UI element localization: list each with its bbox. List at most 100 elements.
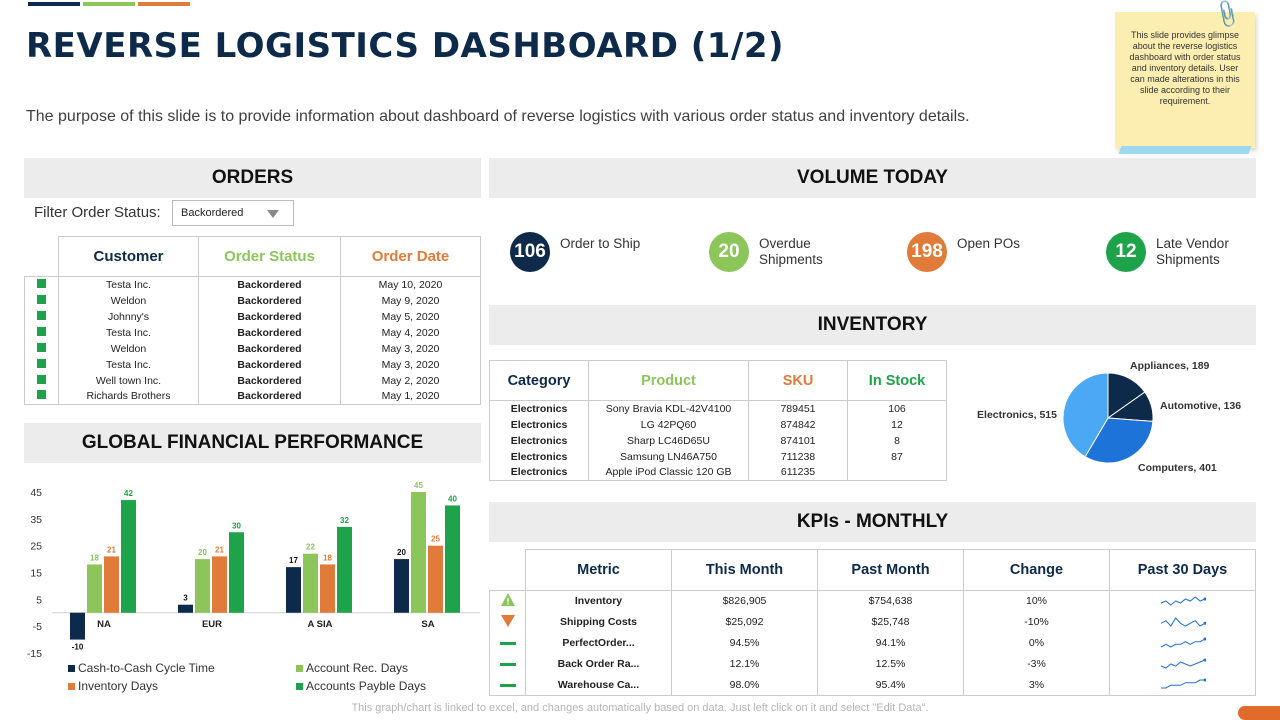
kpi-this-month: $826,905 bbox=[671, 590, 818, 612]
table-row[interactable]: PerfectOrder... 94.5% 94.1% 0% bbox=[489, 632, 1256, 654]
kpi-sparkline-cell bbox=[1109, 632, 1256, 654]
order-customer: Testa Inc. bbox=[58, 324, 199, 341]
bar-data-label: 25 bbox=[431, 535, 440, 544]
bar-account-rec-days-na bbox=[87, 564, 102, 613]
bar-data-label: 21 bbox=[107, 545, 116, 554]
inventory-product: LG 42PQ60 bbox=[588, 416, 749, 433]
table-row[interactable]: Electronics Sharp LC46D65U 874101 8 bbox=[489, 432, 947, 449]
bar-cash-to-cash-cycle-time-eur bbox=[178, 604, 193, 613]
legend-swatch bbox=[296, 683, 303, 691]
legend-swatch bbox=[296, 665, 303, 673]
legend-item: Accounts Payble Days bbox=[296, 679, 426, 693]
kpi-metric: Shipping Costs bbox=[525, 611, 672, 633]
legend-label: Accounts Payble Days bbox=[306, 679, 427, 693]
page-subtitle: The purpose of this slide is to provide … bbox=[26, 108, 970, 125]
order-date: May 9, 2020 bbox=[340, 292, 481, 309]
x-category-label: NA bbox=[97, 619, 111, 630]
order-customer: Well town Inc. bbox=[58, 372, 199, 389]
kpi-status bbox=[489, 674, 526, 696]
inventory-col-category: Category bbox=[489, 360, 589, 401]
table-row[interactable]: Back Order Ra... 12.1% 12.5% -3% bbox=[489, 653, 1256, 675]
table-row[interactable]: Warehouse Ca... 98.0% 95.4% 3% bbox=[489, 674, 1256, 696]
order-status: Backordered bbox=[198, 308, 341, 325]
status-square-icon bbox=[24, 372, 59, 389]
sparkline-end-dot bbox=[1203, 637, 1206, 640]
order-customer: Richards Brothers bbox=[58, 388, 199, 405]
status-square-icon bbox=[24, 324, 59, 341]
footer-accent bbox=[1238, 706, 1280, 720]
table-row[interactable]: Electronics Sony Bravia KDL-42V4100 7894… bbox=[489, 400, 947, 417]
legend-swatch bbox=[68, 665, 75, 673]
volume-value-badge: 106 bbox=[510, 232, 550, 272]
x-category-label: EUR bbox=[202, 619, 222, 630]
volume-value-badge: 12 bbox=[1106, 232, 1146, 272]
kpi-change: 3% bbox=[963, 674, 1110, 696]
bar-accounts-payble-days-eur bbox=[229, 532, 244, 613]
legend-label: Cash-to-Cash Cycle Time bbox=[78, 661, 215, 675]
bar-data-label: 22 bbox=[306, 543, 315, 552]
y-tick-label: 5 bbox=[36, 594, 42, 606]
volume-value-badge: 198 bbox=[907, 232, 947, 272]
y-tick-label: 35 bbox=[30, 514, 42, 526]
bar-accounts-payble-days-na bbox=[121, 500, 136, 613]
order-status-select[interactable]: Backordered bbox=[172, 200, 294, 226]
status-square-icon bbox=[24, 340, 59, 357]
pie-slice-electronics bbox=[1062, 372, 1109, 458]
table-row[interactable]: Testa Inc. Backordered May 3, 2020 bbox=[24, 356, 481, 373]
inventory-product: Sharp LC46D65U bbox=[588, 432, 749, 449]
inventory-in-stock: 12 bbox=[847, 416, 947, 433]
sparkline-end-dot bbox=[1203, 597, 1206, 601]
volume-label: Overdue Shipments bbox=[759, 236, 823, 267]
legend-label: Inventory Days bbox=[78, 679, 159, 693]
bar-data-label: -10 bbox=[72, 643, 84, 652]
status-square-icon bbox=[24, 276, 59, 293]
inventory-sku: 611235 bbox=[748, 464, 848, 481]
inventory-sku: 874101 bbox=[748, 432, 848, 449]
accent-bar-orange bbox=[138, 2, 190, 6]
x-category-label: A SIA bbox=[308, 619, 333, 630]
kpi-this-month: 12.1% bbox=[671, 653, 818, 675]
inventory-col-in-stock: In Stock bbox=[847, 360, 947, 401]
inventory-category: Electronics bbox=[489, 432, 589, 449]
table-row[interactable]: Shipping Costs $25,092 $25,748 -10% bbox=[489, 611, 1256, 633]
order-customer: Weldon bbox=[58, 340, 199, 357]
accent-bar-navy bbox=[28, 2, 80, 6]
kpi-this-month: 94.5% bbox=[671, 632, 818, 654]
table-row[interactable]: Richards Brothers Backordered May 1, 202… bbox=[24, 388, 481, 405]
table-row[interactable]: Electronics Samsung LN46A750 711238 87 bbox=[489, 448, 947, 465]
table-row[interactable]: Testa Inc. Backordered May 10, 2020 bbox=[24, 276, 481, 293]
bar-data-label: 30 bbox=[232, 521, 241, 530]
kpi-change: 0% bbox=[963, 632, 1110, 654]
order-date: May 4, 2020 bbox=[340, 324, 481, 341]
bar-accounts-payble-days-asia bbox=[337, 526, 352, 613]
bar-data-label: 20 bbox=[198, 548, 207, 557]
table-row[interactable]: Weldon Backordered May 9, 2020 bbox=[24, 292, 481, 309]
table-row[interactable]: Electronics Apple iPod Classic 120 GB 61… bbox=[489, 464, 947, 481]
kpi-change: 10% bbox=[963, 590, 1110, 612]
inventory-category: Electronics bbox=[489, 448, 589, 465]
bar-cash-to-cash-cycle-time-asia bbox=[286, 567, 301, 613]
table-row[interactable]: Weldon Backordered May 3, 2020 bbox=[24, 340, 481, 357]
order-date: May 3, 2020 bbox=[340, 356, 481, 373]
inventory-col-sku: SKU bbox=[748, 360, 848, 401]
table-row[interactable]: Testa Inc. Backordered May 4, 2020 bbox=[24, 324, 481, 341]
kpi-sparkline bbox=[1160, 658, 1206, 669]
bar-data-label: 40 bbox=[448, 494, 457, 503]
table-row[interactable]: Electronics LG 42PQ60 874842 12 bbox=[489, 416, 947, 433]
orders-heading: ORDERS bbox=[24, 158, 481, 198]
bar-inventory-days-sa bbox=[428, 545, 443, 613]
bar-cash-to-cash-cycle-time-na bbox=[70, 612, 85, 640]
order-customer: Weldon bbox=[58, 292, 199, 309]
pie-data-label: Appliances, 189 bbox=[1130, 360, 1210, 372]
warning-icon: ! bbox=[500, 593, 515, 607]
status-square-icon bbox=[24, 308, 59, 325]
table-row[interactable]: ! Inventory $826,905 $754,638 10% bbox=[489, 590, 1256, 612]
y-tick-label: 45 bbox=[30, 487, 42, 499]
kpi-col-past-30-days: Past 30 Days bbox=[1109, 549, 1256, 591]
sparkline-end-dot bbox=[1203, 658, 1206, 661]
bar-inventory-days-asia bbox=[320, 564, 335, 613]
kpi-change: -10% bbox=[963, 611, 1110, 633]
table-row[interactable]: Well town Inc. Backordered May 2, 2020 bbox=[24, 372, 481, 389]
inventory-category: Electronics bbox=[489, 416, 589, 433]
table-row[interactable]: Johnny's Backordered May 5, 2020 bbox=[24, 308, 481, 325]
